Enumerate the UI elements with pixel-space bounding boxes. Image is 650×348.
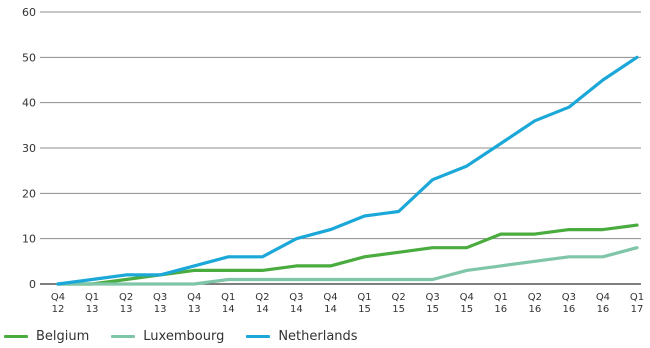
x-tick-label: Q1 13: [85, 292, 99, 315]
x-tick-label: Q4 12: [51, 292, 65, 315]
series-lines: [56, 55, 639, 286]
y-tick-label: 30: [22, 142, 36, 155]
y-tick-label: 50: [22, 51, 36, 64]
legend-item-netherlands: Netherlands: [246, 328, 358, 344]
x-tick-label: Q1 14: [221, 292, 235, 315]
x-tick-label: Q1 15: [357, 292, 371, 315]
x-tick-label: Q4 13: [187, 292, 201, 315]
x-axis-ticks: Q4 12 Q1 13 Q2 13 Q3 13 Q4 13 Q1 14 Q2 14 Q3 14 Q4 14 Q1 15…: [51, 292, 644, 315]
legend-label-netherlands: Netherlands: [278, 328, 358, 344]
y-tick-label: 0: [29, 278, 36, 291]
x-tick-label: Q1 17: [630, 292, 644, 315]
legend-item-belgium: Belgium: [4, 329, 89, 344]
x-tick-label: Q2 14: [255, 292, 269, 315]
x-tick-label: Q2 15: [391, 292, 405, 315]
x-tick-label: Q2 16: [528, 292, 542, 315]
x-tick-label: Q2 13: [119, 292, 133, 315]
y-tick-label: 40: [22, 97, 36, 110]
series-line-luxembourg: [56, 246, 639, 286]
line-chart: 0 10 20 30 40 50 60 Q4 12 Q1 13 Q2 13 Q3 13 Q4 13 Q1 14 Q2…: [22, 6, 644, 315]
x-tick-label: Q1 16: [494, 292, 508, 315]
y-tick-label: 20: [22, 187, 36, 200]
legend: Belgium Luxembourg Netherlands: [4, 325, 358, 347]
series-line-netherlands: [56, 55, 639, 286]
x-tick-label: Q4 14: [323, 292, 337, 315]
legend-label-belgium: Belgium: [36, 328, 90, 344]
x-tick-label: Q3 16: [562, 292, 576, 315]
legend-swatch-luxembourg: [111, 334, 136, 338]
legend-swatch-netherlands: [246, 334, 271, 338]
x-tick-label: Q4 15: [460, 292, 474, 315]
legend-label-luxembourg: Luxembourg: [143, 328, 225, 344]
gridlines: [40, 11, 641, 285]
y-axis-ticks: 0 10 20 30 40 50 60: [22, 6, 36, 291]
x-tick-label: Q3 15: [426, 292, 440, 315]
x-tick-label: Q4 16: [596, 292, 610, 315]
legend-swatch-belgium: [4, 334, 28, 338]
y-tick-label: 60: [22, 6, 36, 19]
legend-item-luxembourg: Luxembourg: [111, 329, 224, 344]
x-tick-label: Q3 13: [153, 292, 167, 315]
x-tick-label: Q3 14: [289, 292, 303, 315]
y-tick-label: 10: [22, 233, 36, 246]
